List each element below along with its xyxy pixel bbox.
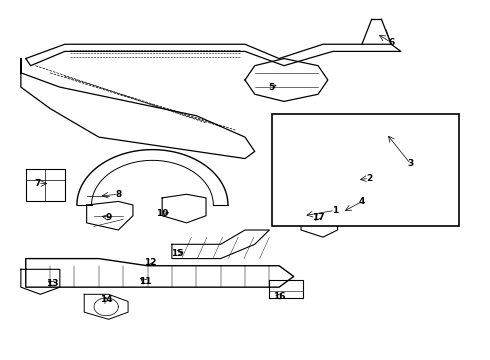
Text: 13: 13 [46, 279, 59, 288]
Text: 10: 10 [156, 210, 169, 219]
Text: 11: 11 [139, 277, 151, 286]
Text: 6: 6 [388, 38, 394, 47]
Text: 5: 5 [269, 83, 275, 92]
Text: 2: 2 [366, 174, 372, 183]
Text: 17: 17 [312, 213, 324, 222]
Text: 1: 1 [332, 206, 338, 215]
Text: 15: 15 [171, 249, 183, 258]
Text: 4: 4 [359, 197, 365, 206]
Text: 14: 14 [100, 295, 112, 304]
Text: 16: 16 [273, 292, 285, 301]
Text: 3: 3 [408, 159, 414, 168]
Text: 8: 8 [115, 190, 122, 199]
Text: 9: 9 [105, 213, 112, 222]
Bar [272, 114, 460, 226]
Text: 12: 12 [144, 258, 156, 267]
Text: 7: 7 [35, 179, 41, 188]
